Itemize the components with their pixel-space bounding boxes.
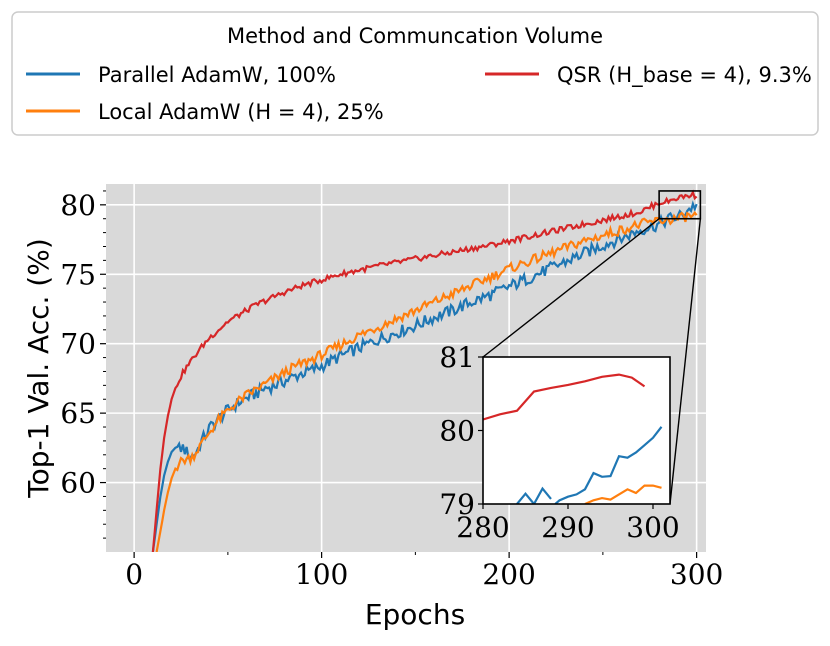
inset-x-tick-label: 290 [541, 511, 594, 544]
inset-series-local-adamw [584, 484, 662, 504]
inset-series-qsr [483, 373, 646, 421]
y-tick-label: 60 [60, 467, 96, 500]
legend-title: Method and Communcation Volume [227, 24, 603, 48]
inset-x-tick-label: 300 [626, 511, 679, 544]
legend-label-local-text: Local AdamW (H = 4), 25% [98, 100, 384, 124]
y-tick-label: 70 [60, 328, 96, 361]
inset-y-tick-label: 81 [439, 341, 475, 374]
inset-series-parallel-adamw [554, 426, 663, 504]
series-local-adamw [155, 210, 698, 552]
zoom-connector-right [669, 218, 702, 505]
y-axis-label: Top-1 Val. Acc. (%) [22, 238, 55, 499]
inset-background [483, 357, 670, 504]
inset-y-tick-label: 80 [439, 415, 475, 448]
legend-frame [11, 11, 819, 136]
legend: Method and Communcation Volume Parallel … [11, 11, 819, 136]
axis-ticks: 0 100 200 300 60 65 70 75 80 [60, 189, 723, 591]
x-tick-label: 300 [670, 558, 723, 591]
legend-label-qsr-text: QSR (H_base = 4), 9.3% [557, 63, 812, 88]
inset-axes: 280 290 300 79 80 81 [439, 341, 679, 544]
legend-label-qsr: QSR (H_base = 4), 9.3% [557, 63, 812, 88]
x-tick-label: 200 [482, 558, 535, 591]
zoom-connector-left [482, 218, 660, 358]
legend-label-local: Local AdamW (H = 4), 25% [98, 100, 384, 124]
zoom-rect [658, 190, 702, 220]
zoom-indicator [482, 190, 702, 505]
x-tick-label: 0 [125, 558, 143, 591]
inset-series-parallel-spike [516, 486, 552, 504]
y-tick-label: 80 [60, 189, 96, 222]
x-axis-label: Epochs [365, 598, 465, 631]
legend-label-parallel-text: Parallel AdamW, 100% [98, 63, 336, 87]
y-tick-label: 75 [60, 258, 96, 291]
inset-y-tick-label: 79 [439, 488, 475, 521]
legend-label-parallel: Parallel AdamW, 100% [98, 63, 336, 87]
x-tick-label: 100 [295, 558, 348, 591]
series-qsr [151, 189, 698, 552]
inset-x-tick-label: 280 [456, 511, 509, 544]
y-tick-label: 65 [60, 397, 96, 430]
series-group [151, 189, 698, 552]
